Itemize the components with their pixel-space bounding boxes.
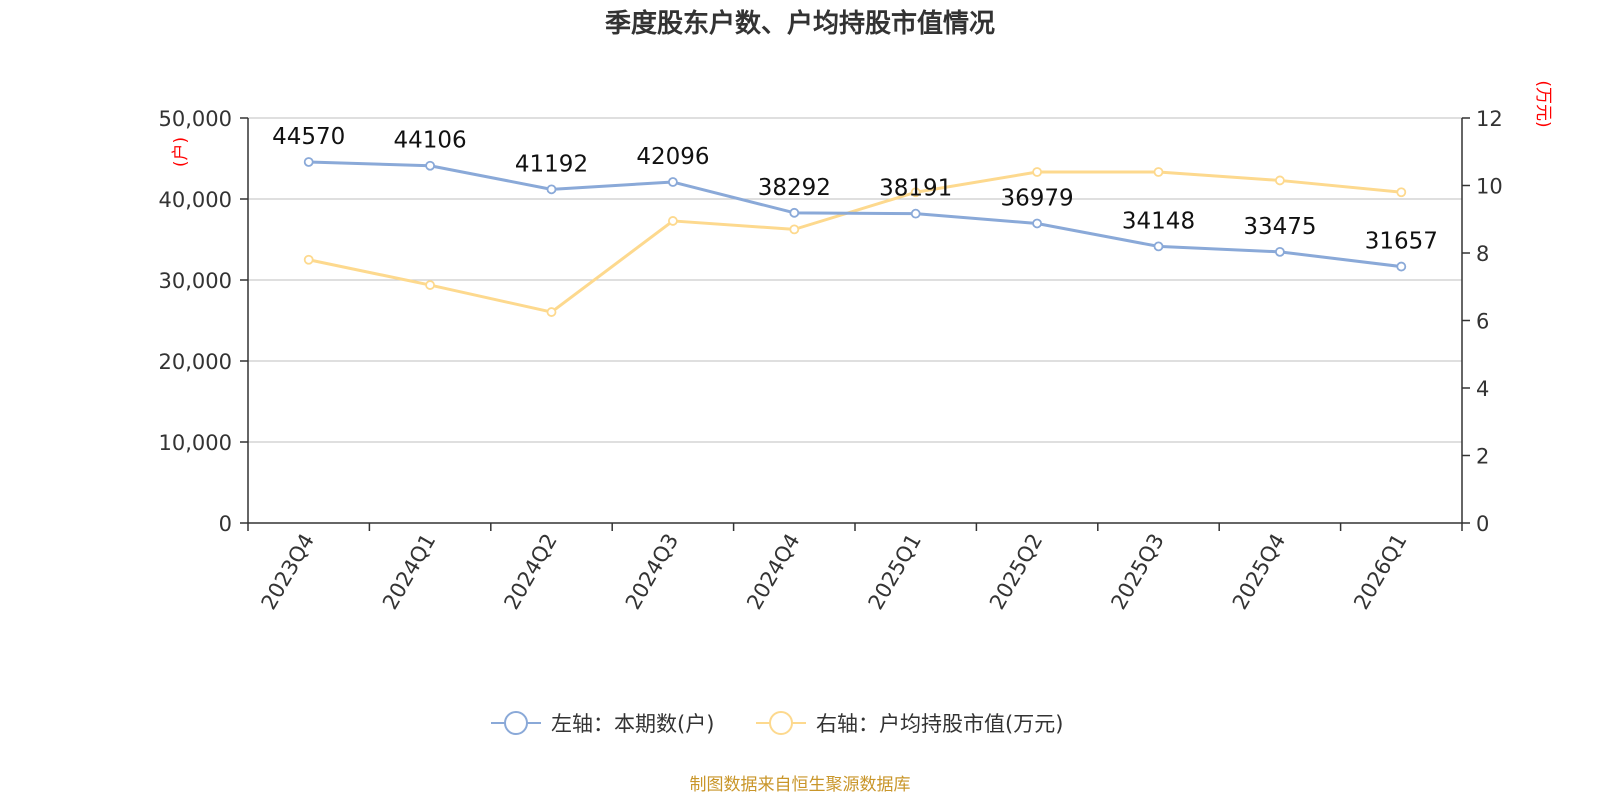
gridlines <box>248 117 1462 443</box>
series-line-right <box>308 170 1402 314</box>
right-tick-label: 10 <box>1476 175 1503 199</box>
legend-marker-right <box>769 711 793 735</box>
x-tick-label: 2025Q2 <box>985 530 1047 614</box>
data-point-right <box>668 216 678 226</box>
x-tick-label: 2023Q4 <box>257 530 319 614</box>
data-point-left <box>789 207 800 218</box>
left-tick-label: 50,000 <box>159 107 232 131</box>
data-point-left <box>425 160 436 171</box>
left-tick-label: 30,000 <box>159 269 232 293</box>
data-point-right <box>546 307 557 317</box>
series-layer <box>303 157 1407 317</box>
right-tick-label: 6 <box>1476 310 1489 334</box>
data-point-left <box>668 177 678 187</box>
x-tick-label: 2024Q3 <box>621 530 683 614</box>
left-tick-label: 20,000 <box>159 350 232 374</box>
data-label: 44106 <box>394 128 467 154</box>
data-point-left <box>1153 241 1164 252</box>
data-label: 42096 <box>636 144 709 170</box>
data-label: 38292 <box>758 175 831 201</box>
data-point-right <box>910 187 921 198</box>
data-point-right <box>425 280 436 290</box>
data-label: 34148 <box>1122 208 1195 234</box>
x-tick-label: 2025Q1 <box>864 530 926 614</box>
data-point-left <box>546 184 557 195</box>
legend-label-right: 右轴：户均持股市值(万元) <box>816 712 1063 736</box>
data-point-right <box>303 254 314 265</box>
data-point-right <box>1396 187 1407 198</box>
data-point-right <box>1275 175 1285 186</box>
x-tick-label: 2024Q2 <box>499 530 561 614</box>
x-tick-label: 2025Q3 <box>1106 530 1168 614</box>
data-label: 31657 <box>1365 229 1438 255</box>
data-point-right <box>1032 167 1042 177</box>
series-line-left <box>308 160 1402 269</box>
data-label: 33475 <box>1243 214 1316 240</box>
data-point-right <box>1153 167 1164 177</box>
axes: 0 10,000 20,000 30,000 40,000 50,000 0 2 4 6 8 10 12… <box>159 80 1553 613</box>
x-tick-label: 2024Q1 <box>378 530 440 614</box>
data-point-left <box>1396 261 1407 272</box>
x-tick-label: 2026Q1 <box>1349 530 1411 614</box>
legend-marker-left <box>504 711 528 735</box>
left-tick-label: 10,000 <box>159 431 232 455</box>
left-tick-label: 0 <box>219 512 232 536</box>
data-label: 41192 <box>515 151 588 177</box>
right-tick-label: 12 <box>1476 107 1503 131</box>
x-tick-label: 2025Q4 <box>1228 530 1290 614</box>
data-label: 36979 <box>1001 185 1074 211</box>
right-tick-label: 4 <box>1476 377 1489 401</box>
right-tick-label: 0 <box>1476 512 1489 536</box>
legend-label-left: 左轴：本期数(户) <box>551 712 714 736</box>
left-tick-label: 40,000 <box>159 188 232 212</box>
right-tick-label: 8 <box>1476 242 1489 266</box>
data-point-right <box>789 224 800 235</box>
right-axis-unit: (万元) <box>1533 80 1553 127</box>
source-note: 制图数据来自恒生聚源数据库 <box>690 775 911 795</box>
data-point-left <box>910 208 921 219</box>
left-axis-unit: (户) <box>171 137 191 167</box>
data-point-left <box>1275 246 1285 257</box>
data-point-left <box>303 157 314 167</box>
right-tick-label: 2 <box>1476 445 1489 469</box>
data-label: 44570 <box>272 124 345 150</box>
x-tick-label: 2024Q4 <box>742 530 804 614</box>
data-labels: 44570 44106 41192 42096 38292 38191 36979 34148… <box>272 124 1438 255</box>
legend: 左轴：本期数(户) 右轴：户均持股市值(万元) <box>491 711 1063 736</box>
data-label: 38191 <box>879 176 952 202</box>
chart-title: 季度股东户数、户均持股市值情况 <box>605 8 995 39</box>
data-point-left <box>1032 218 1042 229</box>
